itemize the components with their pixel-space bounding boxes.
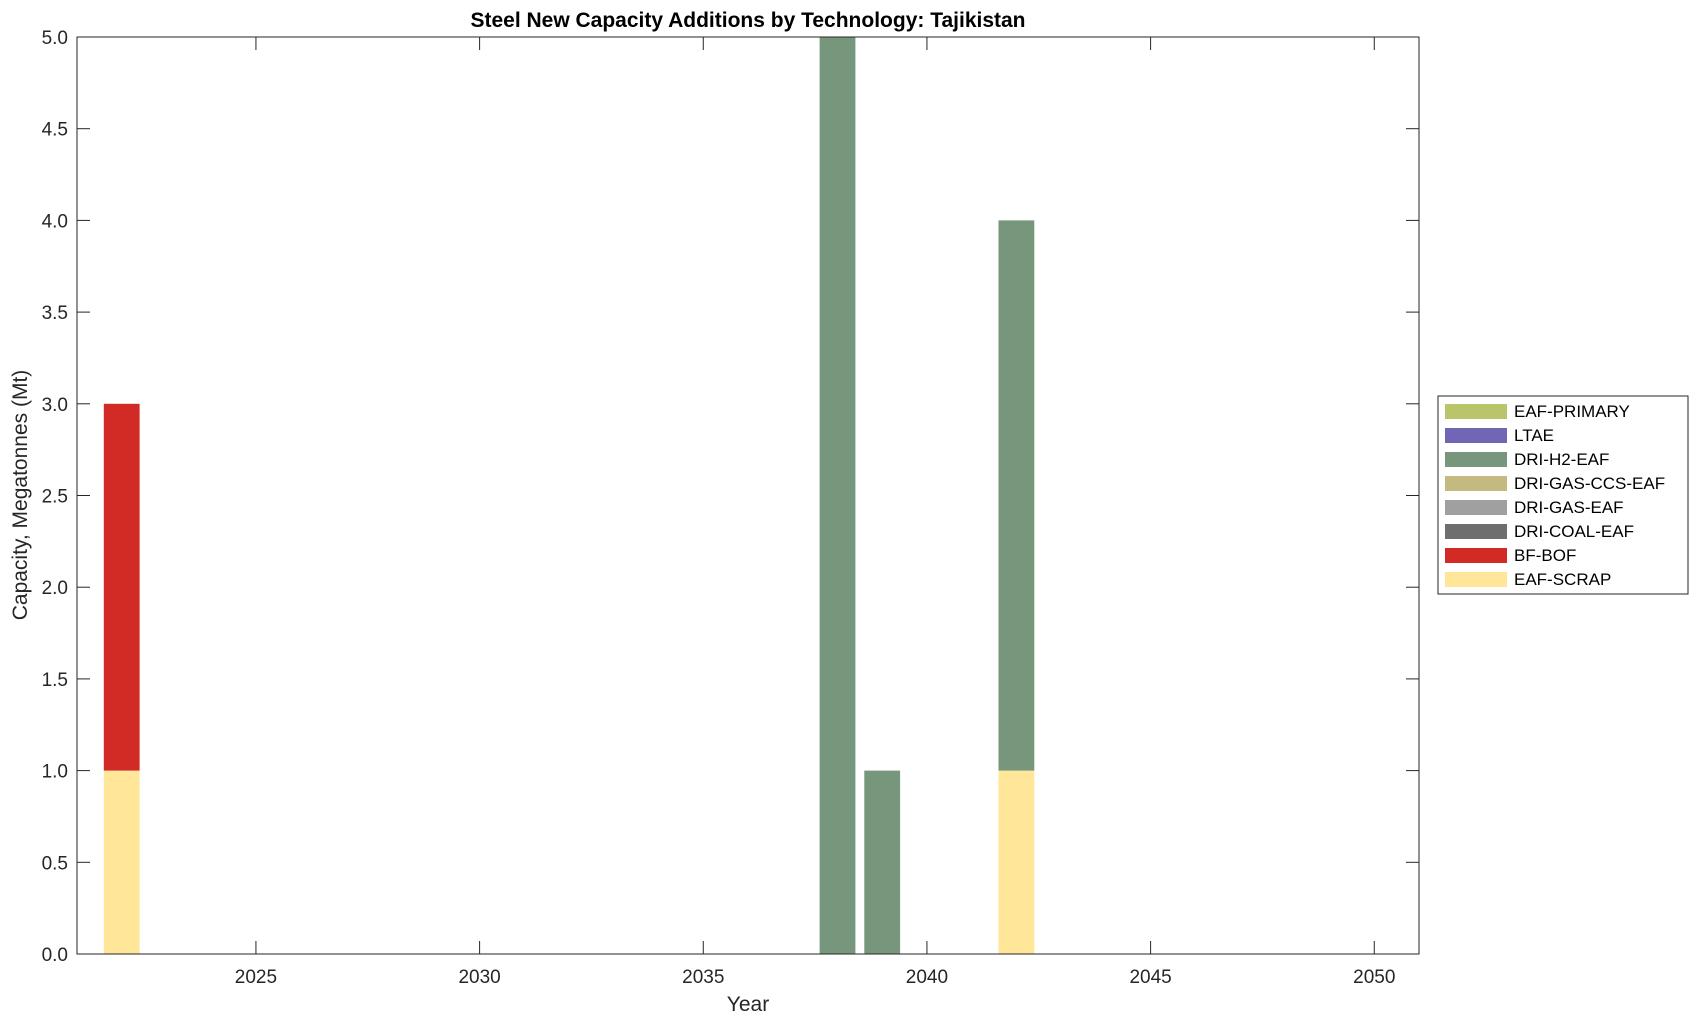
bar-dri-h2-eaf-2042 — [998, 220, 1035, 771]
y-tick-label: 5.0 — [42, 28, 68, 49]
x-tick-label: 2045 — [1129, 967, 1171, 988]
y-tick-label: 1.5 — [42, 670, 68, 691]
y-tick-label: 3.0 — [42, 395, 68, 416]
legend-swatch-eaf-primary — [1445, 404, 1507, 419]
x-tick-label: 2040 — [906, 967, 948, 988]
x-tick-label: 2035 — [682, 967, 724, 988]
plot-background — [77, 37, 1419, 954]
legend-label-dri-gas-ccs-eaf: DRI-GAS-CCS-EAF — [1514, 474, 1665, 493]
bars-layer — [103, 37, 1035, 954]
x-tick-label: 2050 — [1353, 967, 1395, 988]
bar-eaf-scrap-2022 — [103, 770, 140, 954]
x-axis-title: Year — [727, 993, 769, 1016]
ticks-layer: 2025 2030 2035 2040 2045 2050 0.0 0.5 1.0 1.5 2.0 2… — [42, 28, 1419, 988]
legend-label-eaf-primary: EAF-PRIMARY — [1514, 402, 1630, 421]
y-tick-label: 2.5 — [42, 487, 68, 508]
bar-dri-h2-eaf-2038 — [819, 37, 856, 954]
y-tick-label: 0.0 — [42, 945, 68, 966]
legend-label-dri-gas-eaf: DRI-GAS-EAF — [1514, 498, 1624, 517]
legend-swatch-dri-gas-eaf — [1445, 500, 1507, 515]
legend-swatch-bf-bof — [1445, 548, 1507, 563]
legend-label-dri-h2-eaf: DRI-H2-EAF — [1514, 450, 1609, 469]
bar-eaf-scrap-2042 — [998, 770, 1035, 954]
y-tick-label: 0.5 — [42, 853, 68, 874]
legend-swatch-eaf-scrap — [1445, 572, 1507, 587]
y-tick-label: 4.0 — [42, 211, 68, 232]
y-axis-title: Capacity, Megatonnes (Mt) — [9, 370, 32, 621]
legend-label-bf-bof: BF-BOF — [1514, 546, 1576, 565]
legend-swatch-dri-gas-ccs-eaf — [1445, 476, 1507, 491]
bar-bf-bof-2022 — [103, 403, 140, 771]
legend-swatch-dri-h2-eaf — [1445, 452, 1507, 467]
bar-dri-h2-eaf-2039 — [864, 770, 901, 954]
legend-swatch-ltae — [1445, 428, 1507, 443]
plot-frame — [76, 36, 1420, 955]
y-tick-label: 1.0 — [42, 762, 68, 783]
y-tick-label: 4.5 — [42, 120, 68, 141]
legend-label-dri-coal-eaf: DRI-COAL-EAF — [1514, 522, 1634, 541]
y-tick-label: 3.5 — [42, 303, 68, 324]
y-tick-label: 2.0 — [42, 578, 68, 599]
x-tick-label: 2025 — [235, 967, 277, 988]
legend: EAF-PRIMARY LTAE DRI-H2-EAF DRI-GAS-CCS-EAF… — [1437, 395, 1689, 595]
legend-label-eaf-scrap: EAF-SCRAP — [1514, 570, 1611, 589]
legend-label-ltae: LTAE — [1514, 426, 1554, 445]
chart-title: Steel New Capacity Additions by Technolo… — [470, 9, 1025, 32]
legend-swatch-dri-coal-eaf — [1445, 524, 1507, 539]
x-tick-label: 2030 — [458, 967, 500, 988]
